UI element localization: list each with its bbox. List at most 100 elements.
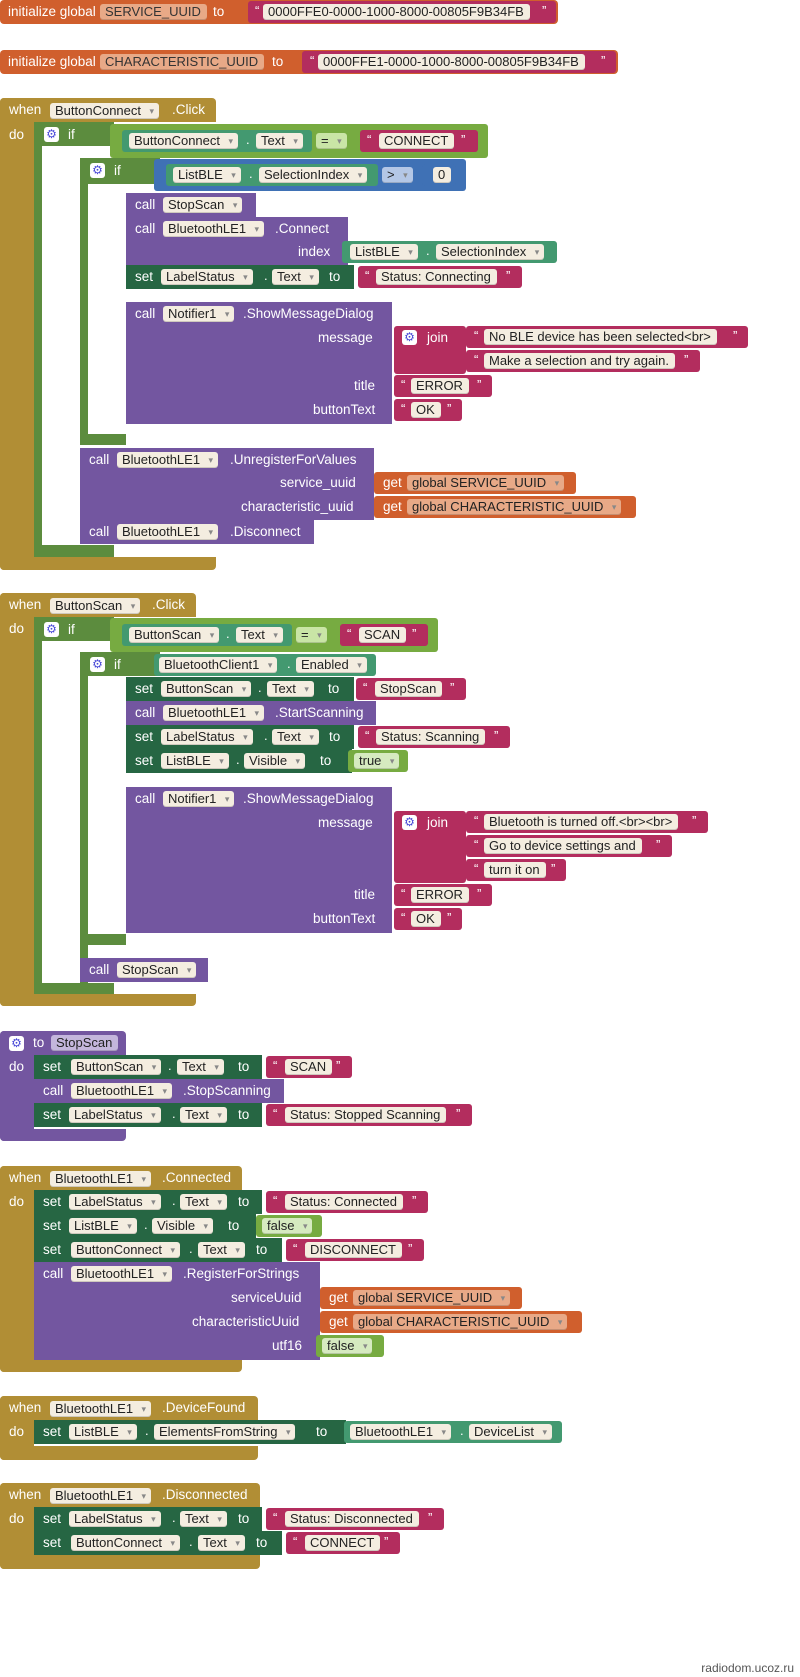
- kw-set: set: [135, 269, 154, 284]
- property-dropdown-text[interactable]: Text: [198, 1535, 245, 1551]
- text-connect[interactable]: CONNECT: [379, 133, 455, 149]
- component-dropdown-bluetoothle1[interactable]: BluetoothLE1: [163, 705, 265, 721]
- component-dropdown-buttonscan[interactable]: ButtonScan: [71, 1059, 162, 1075]
- operator-dropdown-eq[interactable]: =: [296, 627, 327, 643]
- gear-icon[interactable]: ⚙: [402, 815, 417, 830]
- text-make-selection[interactable]: Make a selection and try again.: [484, 353, 675, 369]
- property-dropdown-text[interactable]: Text: [267, 681, 314, 697]
- gear-icon[interactable]: ⚙: [90, 163, 105, 178]
- property-dropdown-text[interactable]: Text: [177, 1059, 224, 1075]
- gear-icon[interactable]: ⚙: [402, 330, 417, 345]
- variable-dropdown-characteristic-uuid[interactable]: global CHARACTERISTIC_UUID: [407, 499, 622, 515]
- component-dropdown-buttonconnect[interactable]: ButtonConnect: [50, 103, 160, 119]
- property-dropdown-devicelist[interactable]: DeviceList: [469, 1424, 552, 1440]
- component-dropdown-buttonscan[interactable]: ButtonScan: [161, 681, 252, 697]
- global-name-service-uuid[interactable]: SERVICE_UUID: [100, 4, 207, 20]
- text-no-ble-selected[interactable]: No BLE device has been selected<br>: [484, 329, 717, 345]
- component-dropdown-labelstatus[interactable]: LabelStatus: [69, 1194, 161, 1210]
- text-scan[interactable]: SCAN: [359, 627, 407, 643]
- text-error[interactable]: ERROR: [411, 887, 469, 903]
- component-dropdown-bluetoothle1[interactable]: BluetoothLE1: [50, 1488, 152, 1504]
- component-dropdown-labelstatus[interactable]: LabelStatus: [69, 1107, 161, 1123]
- component-dropdown-bluetoothle1[interactable]: BluetoothLE1: [117, 524, 219, 540]
- component-dropdown-listble[interactable]: ListBLE: [161, 753, 229, 769]
- component-dropdown-buttonconnect[interactable]: ButtonConnect: [71, 1535, 181, 1551]
- call-notifier1-showmessagedialog-block[interactable]: [126, 302, 392, 424]
- property-dropdown-visible[interactable]: Visible: [152, 1218, 214, 1234]
- text-status-stopped-scanning[interactable]: Status: Stopped Scanning: [285, 1107, 447, 1123]
- component-dropdown-labelstatus[interactable]: LabelStatus: [161, 729, 253, 745]
- dot: .: [246, 132, 250, 147]
- text-error[interactable]: ERROR: [411, 378, 469, 394]
- component-dropdown-notifier1[interactable]: Notifier1: [163, 306, 235, 322]
- text-disconnect[interactable]: DISCONNECT: [305, 1242, 402, 1258]
- property-dropdown-text[interactable]: Text: [256, 133, 303, 149]
- text-scan[interactable]: SCAN: [285, 1059, 333, 1075]
- property-dropdown-text[interactable]: Text: [180, 1107, 227, 1123]
- property-dropdown-enabled[interactable]: Enabled: [296, 657, 367, 673]
- operator-dropdown-eq[interactable]: =: [316, 133, 347, 149]
- component-dropdown-buttonconnect[interactable]: ButtonConnect: [71, 1242, 181, 1258]
- component-dropdown-bluetoothle1[interactable]: BluetoothLE1: [50, 1401, 152, 1417]
- component-dropdown-labelstatus[interactable]: LabelStatus: [161, 269, 253, 285]
- gear-icon[interactable]: ⚙: [44, 622, 59, 637]
- property-dropdown-text[interactable]: Text: [272, 729, 319, 745]
- text-go-to-settings[interactable]: Go to device settings and: [484, 838, 642, 854]
- text-status-disconnected[interactable]: Status: Disconnected: [285, 1511, 419, 1527]
- component-dropdown-buttonconnect[interactable]: ButtonConnect: [129, 133, 239, 149]
- text-turn-it-on[interactable]: turn it on: [484, 862, 546, 878]
- property-dropdown-visible[interactable]: Visible: [244, 753, 306, 769]
- boolean-dropdown-false[interactable]: false: [262, 1218, 313, 1234]
- global-name-characteristic-uuid[interactable]: CHARACTERISTIC_UUID: [100, 54, 265, 70]
- component-dropdown-listble[interactable]: ListBLE: [350, 244, 418, 260]
- property-dropdown-elementsfromstring[interactable]: ElementsFromString: [154, 1424, 296, 1440]
- procedure-name-stopscan[interactable]: StopScan: [51, 1035, 119, 1051]
- gear-icon[interactable]: ⚙: [44, 127, 59, 142]
- component-dropdown-notifier1[interactable]: Notifier1: [163, 791, 235, 807]
- property-dropdown-text[interactable]: Text: [180, 1194, 227, 1210]
- component-dropdown-bluetoothclient1[interactable]: BluetoothClient1: [159, 657, 278, 673]
- property-dropdown-text[interactable]: Text: [180, 1511, 227, 1527]
- component-dropdown-bluetoothle1[interactable]: BluetoothLE1: [50, 1171, 152, 1187]
- component-dropdown-labelstatus[interactable]: LabelStatus: [69, 1511, 161, 1527]
- text-bluetooth-off[interactable]: Bluetooth is turned off.<br><br>: [484, 814, 679, 830]
- property-dropdown-selectionindex[interactable]: SelectionIndex: [436, 244, 545, 260]
- component-dropdown-listble[interactable]: ListBLE: [173, 167, 241, 183]
- gear-icon[interactable]: ⚙: [90, 657, 105, 672]
- number-zero[interactable]: 0: [433, 167, 452, 183]
- property-dropdown-text[interactable]: Text: [272, 269, 319, 285]
- text-status-scanning[interactable]: Status: Scanning: [376, 729, 486, 745]
- text-status-connecting[interactable]: Status: Connecting: [376, 269, 497, 285]
- property-dropdown-selectionindex[interactable]: SelectionIndex: [259, 167, 368, 183]
- boolean-dropdown-true[interactable]: true: [354, 753, 400, 769]
- text-ok[interactable]: OK: [411, 402, 441, 418]
- variable-dropdown-service-uuid[interactable]: global SERVICE_UUID: [353, 1290, 511, 1306]
- component-dropdown-bluetoothle1[interactable]: BluetoothLE1: [71, 1266, 173, 1282]
- text-status-connected[interactable]: Status: Connected: [285, 1194, 403, 1210]
- text-ok[interactable]: OK: [411, 911, 441, 927]
- event-footer: [0, 557, 216, 570]
- component-dropdown-listble[interactable]: ListBLE: [69, 1424, 137, 1440]
- text-connect[interactable]: CONNECT: [305, 1535, 381, 1551]
- component-dropdown-bluetoothle1[interactable]: BluetoothLE1: [71, 1083, 173, 1099]
- component-dropdown-bluetoothle1[interactable]: BluetoothLE1: [350, 1424, 452, 1440]
- component-dropdown-bluetoothle1[interactable]: BluetoothLE1: [163, 221, 265, 237]
- call-notifier1-showmessagedialog-block[interactable]: [126, 787, 392, 933]
- variable-dropdown-characteristic-uuid[interactable]: global CHARACTERISTIC_UUID: [353, 1314, 568, 1330]
- property-dropdown-text[interactable]: Text: [198, 1242, 245, 1258]
- procedure-dropdown-stopscan[interactable]: StopScan: [163, 197, 243, 213]
- component-dropdown-buttonscan[interactable]: ButtonScan: [50, 598, 141, 614]
- component-dropdown-listble[interactable]: ListBLE: [69, 1218, 137, 1234]
- boolean-dropdown-false[interactable]: false: [322, 1338, 373, 1354]
- method-connect: .Connect: [275, 221, 330, 236]
- variable-dropdown-service-uuid[interactable]: global SERVICE_UUID: [407, 475, 565, 491]
- procedure-dropdown-stopscan[interactable]: StopScan: [117, 962, 197, 978]
- component-dropdown-buttonscan[interactable]: ButtonScan: [129, 627, 220, 643]
- operator-dropdown-gt[interactable]: >: [382, 167, 413, 183]
- gear-icon[interactable]: ⚙: [9, 1036, 24, 1051]
- text-stopscan[interactable]: StopScan: [375, 681, 443, 697]
- text-service-uuid-value[interactable]: 0000FFE0-0000-1000-8000-00805F9B34FB: [263, 4, 530, 20]
- text-characteristic-uuid-value[interactable]: 0000FFE1-0000-1000-8000-00805F9B34FB: [318, 54, 585, 70]
- component-dropdown-bluetoothle1[interactable]: BluetoothLE1: [117, 452, 219, 468]
- property-dropdown-text[interactable]: Text: [236, 627, 283, 643]
